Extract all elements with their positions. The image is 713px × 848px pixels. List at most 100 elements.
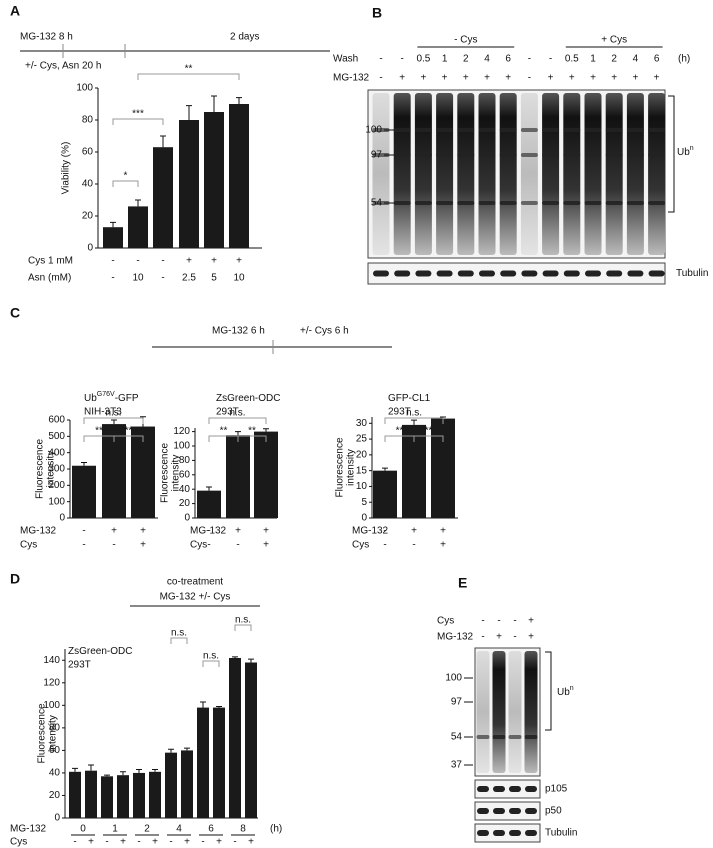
y-tick-label: 80 (49, 723, 61, 734)
bar (103, 227, 123, 248)
blot-band (393, 128, 411, 132)
bar (149, 771, 161, 818)
row-label: - (528, 54, 531, 65)
ub-label: Ubn (557, 685, 574, 698)
row-label: - (379, 73, 382, 84)
y-tick-label: 10 (356, 481, 368, 492)
row-label: + (216, 837, 222, 848)
blot-lane (648, 93, 666, 255)
bar (213, 707, 225, 818)
blot-lane (436, 93, 454, 255)
row-name: Cys (352, 540, 369, 551)
header-label: MG-132 +/- Cys (160, 592, 231, 603)
bar (431, 418, 455, 518)
row-label: 8 (240, 824, 246, 835)
chart-subtitle: 293T (68, 660, 91, 671)
group-label: + Cys (601, 35, 627, 46)
blot-lane (414, 93, 432, 255)
row-label: + (528, 632, 534, 643)
blot-band (584, 153, 602, 157)
blot-strip (367, 262, 666, 285)
y-tick-label: 120 (43, 677, 60, 688)
row-name: Asn (mM) (28, 273, 71, 284)
row-name: Cys 1 mM (28, 256, 73, 267)
blot-band (436, 153, 454, 157)
row-label: 6 (654, 54, 660, 65)
row-label: + (611, 73, 617, 84)
chart-title-part: -GFP (115, 393, 139, 404)
row-label: + (440, 540, 446, 551)
blot-band (627, 270, 644, 277)
ub-label-part: n (690, 145, 694, 152)
blot-band (478, 153, 496, 157)
blot-band (457, 201, 475, 205)
chart-title: UbG76V-GFP (84, 391, 139, 404)
blot-band (477, 808, 489, 814)
ub-label: Ubn (677, 145, 694, 158)
y-tick-label: 80 (179, 455, 191, 466)
y-axis-label: Fluorescence (335, 437, 346, 497)
error-bar (411, 419, 417, 425)
bar (197, 490, 221, 518)
blot-band (436, 201, 454, 205)
ub-label-part: n (570, 685, 574, 692)
strip-label: p105 (545, 784, 568, 795)
y-tick-label: 0 (361, 513, 367, 524)
blot-lane (499, 93, 517, 255)
error-bar (184, 747, 190, 751)
row-unit: (h) (678, 54, 690, 65)
bar (69, 771, 81, 818)
marker-label: 54 (371, 198, 383, 209)
y-tick-label: 20 (49, 790, 61, 801)
blot-band (372, 201, 390, 205)
row-label: - (207, 526, 210, 537)
blot-band (648, 153, 666, 157)
blot-band (524, 735, 538, 739)
marker-label: 100 (365, 125, 382, 136)
y-tick-label: 120 (173, 426, 190, 437)
bar (153, 147, 173, 248)
row-label: + (528, 616, 534, 627)
y-tick-label: 600 (48, 415, 65, 426)
row-label: - (233, 837, 236, 848)
blot-lane (478, 93, 496, 255)
row-label: 4 (633, 54, 639, 65)
blot-lane (524, 651, 538, 773)
sig-label: ** (185, 64, 193, 75)
y-axis-label: Viability (%) (61, 142, 72, 195)
row-label: - (82, 526, 85, 537)
error-bar (382, 467, 388, 471)
y-tick-label: 400 (48, 447, 65, 458)
row-label: 1 (112, 824, 118, 835)
y-tick-label: 100 (76, 83, 93, 94)
blot-band (457, 153, 475, 157)
row-name: Cys (10, 837, 27, 848)
y-tick-label: 0 (87, 243, 93, 254)
y-tick-label: 20 (356, 450, 368, 461)
blot-band (478, 201, 496, 205)
blot-band (493, 830, 505, 836)
blot-band (525, 830, 537, 836)
row-label: + (442, 73, 448, 84)
chart-subtitle: NIH-3T3 (84, 407, 122, 418)
blot-lane (372, 93, 390, 255)
blot-band (414, 153, 432, 157)
timeline-label: +/- Cys 6 h (300, 326, 349, 337)
sig-bracket (234, 624, 252, 631)
strip-label: Tubulin (676, 268, 708, 279)
error-bar (72, 767, 78, 772)
row-label: - (549, 54, 552, 65)
row-label: - (383, 526, 386, 537)
row-label: - (513, 616, 516, 627)
blot-band (563, 270, 580, 277)
timeline-label: MG-132 8 h (20, 32, 73, 43)
blot-band (493, 786, 505, 792)
blot-band (606, 270, 623, 277)
blot-band (394, 270, 411, 277)
bar (373, 470, 397, 518)
row-label: 0.5 (416, 54, 430, 65)
blot-strip (474, 779, 541, 799)
blot-band (499, 201, 517, 205)
y-tick-label: 40 (179, 484, 191, 495)
